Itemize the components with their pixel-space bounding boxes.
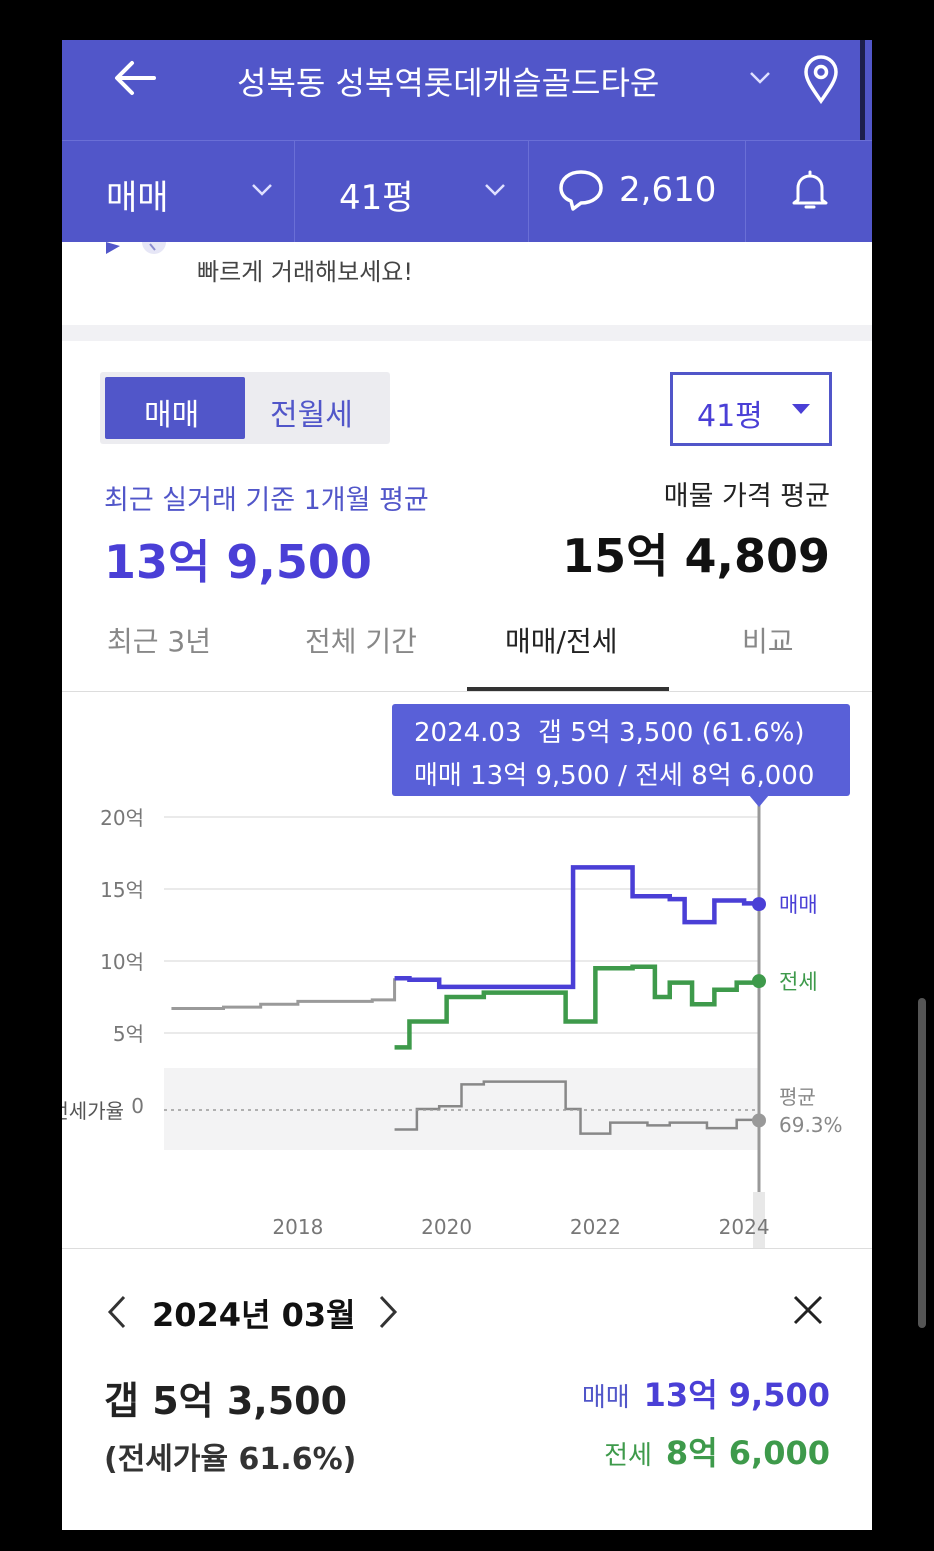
selected-month-shade [753, 1192, 765, 1248]
notification-button[interactable] [746, 140, 872, 242]
y-tick-label: 10억 [100, 950, 144, 974]
tab-sale-lease[interactable]: 매매/전세 [505, 625, 618, 658]
chart-bottom-border [62, 1248, 872, 1249]
average-label: 평균 [779, 1085, 816, 1109]
chevron-right-icon [379, 1295, 398, 1329]
area-select-value: 41평 [697, 399, 763, 434]
x-tick-label: 2020 [421, 1215, 472, 1239]
ratio-end-point [752, 1113, 766, 1128]
y-tick-label: 20억 [100, 806, 144, 830]
comment-count: 2,610 [619, 170, 717, 210]
recent-value: 13억 9,500 [104, 535, 372, 589]
lease-series-line [394, 964, 762, 1050]
banner-text: 빠르게 거래해보세요! [197, 258, 413, 286]
ratio-axis-label: 전세가율 [62, 1099, 124, 1123]
listing-label: 매물 가격 평균 [663, 481, 830, 512]
area-select[interactable]: 41평 [670, 372, 832, 446]
sale-toggle-button[interactable] [105, 377, 245, 439]
lease-legend-label: 전세 [779, 970, 818, 994]
sale-toggle-label: 매매 [144, 398, 200, 433]
lease-end-point [752, 974, 766, 989]
chat-bubble-icon [102, 242, 172, 260]
sale-end-point [752, 897, 766, 912]
prev-month-button[interactable] [104, 1294, 130, 1334]
tab-all-period[interactable]: 전체 기간 [305, 625, 417, 658]
tab-divider [62, 691, 872, 692]
x-tick-label: 2022 [570, 1215, 621, 1239]
bell-icon [792, 170, 828, 209]
speech-bubble-icon [559, 170, 603, 211]
section-divider [62, 325, 872, 341]
sale-legend-label: 매매 [779, 893, 818, 917]
detail-lease-label: 전세 [604, 1441, 652, 1471]
recent-label: 최근 실거래 기준 1개월 평균 [104, 485, 429, 516]
ratio-band [164, 1068, 758, 1150]
detail-sale: 매매 13억 9,500 [582, 1370, 830, 1416]
chevron-left-icon [107, 1295, 126, 1329]
detail-lease: 전세 8억 6,000 [604, 1428, 830, 1474]
page-scrollbar[interactable] [918, 998, 926, 1328]
sale-history-line [171, 978, 397, 1011]
ratio-series-line [394, 1080, 761, 1135]
trade-type-label: 매매 [106, 178, 169, 218]
x-tick-label: 2018 [272, 1215, 323, 1239]
detail-gap: 갭 5억 3,500 [104, 1379, 348, 1423]
area-label: 41평 [339, 178, 414, 218]
close-button[interactable] [792, 1294, 824, 1330]
price-chart[interactable]: 20억 15억 10억 5억 0 2018 2020 2022 2024 매매전세전세가율 평균 69… [62, 692, 872, 1248]
top-app-bar: 성복동 성복역롯데캐슬골드타운 [62, 40, 872, 140]
tooltip-line-2: 매매 13억 9,500 / 전세 8억 6,000 [414, 761, 815, 791]
detail-sale-label: 매매 [581, 1383, 630, 1413]
back-arrow-icon [115, 61, 156, 95]
chart-tooltip: 2024.03 갭 5억 3,500 (61.6%) 매매 13억 9,500 … [392, 704, 850, 807]
complex-title[interactable]: 성복동 성복역롯데캐슬골드타운 [237, 64, 660, 102]
location-pin-icon[interactable] [802, 54, 840, 108]
detail-lease-value: 8억 6,000 [665, 1434, 830, 1472]
detail-month: 2024년 03월 [152, 1296, 356, 1334]
chevron-down-icon [252, 184, 272, 196]
tab-compare[interactable]: 비교 [742, 625, 794, 658]
tooltip-pointer [749, 795, 769, 807]
tooltip-line-1: 2024.03 갭 5억 3,500 (61.6%) [414, 718, 805, 748]
caret-down-icon [792, 404, 810, 414]
listing-value: 15억 4,809 [562, 529, 830, 583]
sale-series-line [394, 865, 762, 990]
trade-type-dropdown[interactable]: 매매 [62, 140, 294, 242]
detail-sale-value: 13억 9,500 [643, 1376, 830, 1414]
app-screen: 성복동 성복역롯데캐슬골드타운 매매 41평 [62, 40, 872, 1530]
y-tick-label: 5억 [113, 1022, 144, 1046]
area-dropdown[interactable]: 41평 [295, 140, 528, 242]
active-tab-indicator [467, 687, 669, 691]
y-tick-label: 15억 [100, 878, 144, 902]
y-tick-label: 0 [131, 1094, 144, 1118]
chevron-down-icon[interactable] [748, 70, 772, 90]
x-tick-label: 2024 [719, 1215, 770, 1239]
chevron-down-icon [485, 184, 505, 196]
lease-toggle-button[interactable]: 전월세 [270, 398, 353, 433]
filter-bar: 매매 41평 2,610 [62, 140, 872, 242]
close-icon [793, 1295, 823, 1325]
average-value: 69.3% [779, 1113, 843, 1137]
next-month-button[interactable] [375, 1294, 401, 1334]
tab-recent-3y[interactable]: 최근 3년 [107, 625, 211, 658]
trade-toggle: 매매 전월세 [100, 372, 390, 444]
comments-button[interactable]: 2,610 [529, 140, 745, 242]
back-button[interactable] [110, 58, 162, 98]
scrollbar [860, 40, 865, 140]
detail-ratio: (전세가율 61.6%) [104, 1442, 357, 1477]
